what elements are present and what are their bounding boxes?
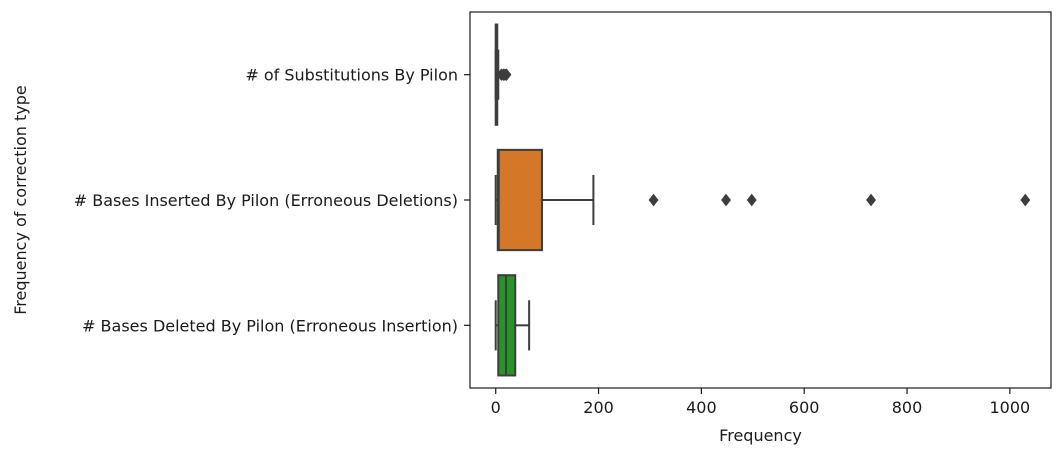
x-axis: 0 200 400 600 800 1000 (491, 388, 1031, 417)
box-group (494, 148, 1031, 252)
box-group (494, 23, 512, 126)
outlier-point (1020, 193, 1031, 207)
outlier-point (746, 193, 757, 207)
y-axis-label: Frequency of correction type (11, 85, 30, 314)
x-tick-label: 200 (583, 398, 614, 417)
outlier-point (501, 68, 512, 81)
boxes-layer (494, 23, 1031, 377)
y-tick-label: # of Substitutions By Pilon (245, 66, 458, 85)
outlier-point (721, 193, 731, 207)
y-tick-label: # Bases Deleted By Pilon (Erroneous Inse… (82, 316, 458, 335)
x-tick-label: 400 (686, 398, 717, 417)
outlier-point (648, 193, 659, 207)
x-axis-label: Frequency (719, 426, 802, 445)
box-group (494, 274, 531, 377)
outlier-point (866, 193, 876, 207)
x-tick-label: 0 (491, 398, 501, 417)
x-tick-label: 800 (892, 398, 923, 417)
y-tick-label: # Bases Inserted By Pilon (Erroneous Del… (74, 191, 458, 210)
x-tick-label: 600 (789, 398, 820, 417)
box-iqr (496, 148, 543, 252)
x-tick-label: 1000 (990, 398, 1031, 417)
y-axis: # of Substitutions By Pilon # Bases Inser… (74, 66, 470, 335)
